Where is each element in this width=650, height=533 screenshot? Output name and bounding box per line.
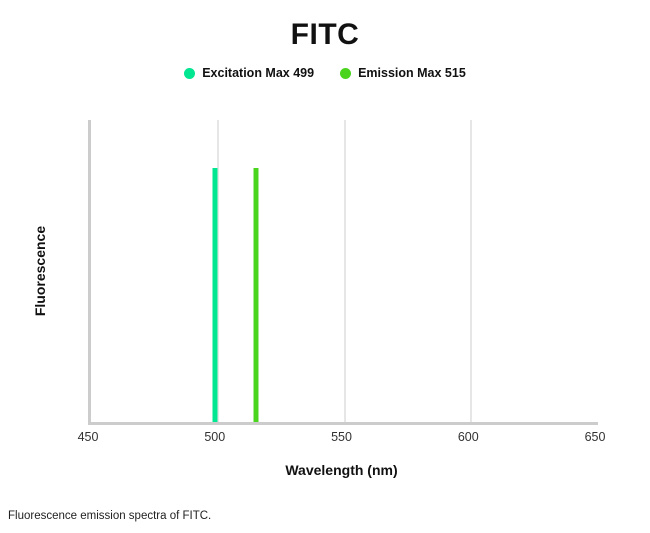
y-axis-label: Fluorescence	[32, 225, 48, 317]
legend-item-excitation: Excitation Max 499	[184, 66, 314, 80]
gridline-600	[470, 120, 473, 422]
chart-caption: Fluorescence emission spectra of FITC.	[8, 510, 212, 522]
x-axis-label: Wavelength (nm)	[285, 462, 398, 478]
gridline-500	[216, 120, 219, 422]
x-ticks: 450 500 550 600 650	[78, 430, 606, 448]
spike-515nm	[253, 168, 259, 422]
chart-title: FITC	[290, 18, 360, 51]
legend-item-emission: Emission Max 515	[340, 66, 466, 80]
excitation-legend-dot-icon	[184, 67, 196, 79]
x-tick-label-600: 600	[457, 430, 479, 444]
legend-label-emission: Emission Max 515	[358, 66, 466, 80]
plot-area	[88, 120, 598, 425]
gridline-550	[343, 120, 346, 422]
x-tick-label-450: 450	[77, 430, 99, 444]
legend: Excitation Max 499 Emission Max 515	[0, 66, 650, 80]
emission-legend-dot-icon	[340, 67, 352, 79]
x-tick-label-500: 500	[204, 430, 226, 444]
x-tick-label-650: 650	[584, 430, 606, 444]
x-tick-label-550: 550	[331, 430, 352, 444]
spike-499nm	[212, 168, 218, 422]
legend-label-excitation: Excitation Max 499	[202, 66, 315, 80]
